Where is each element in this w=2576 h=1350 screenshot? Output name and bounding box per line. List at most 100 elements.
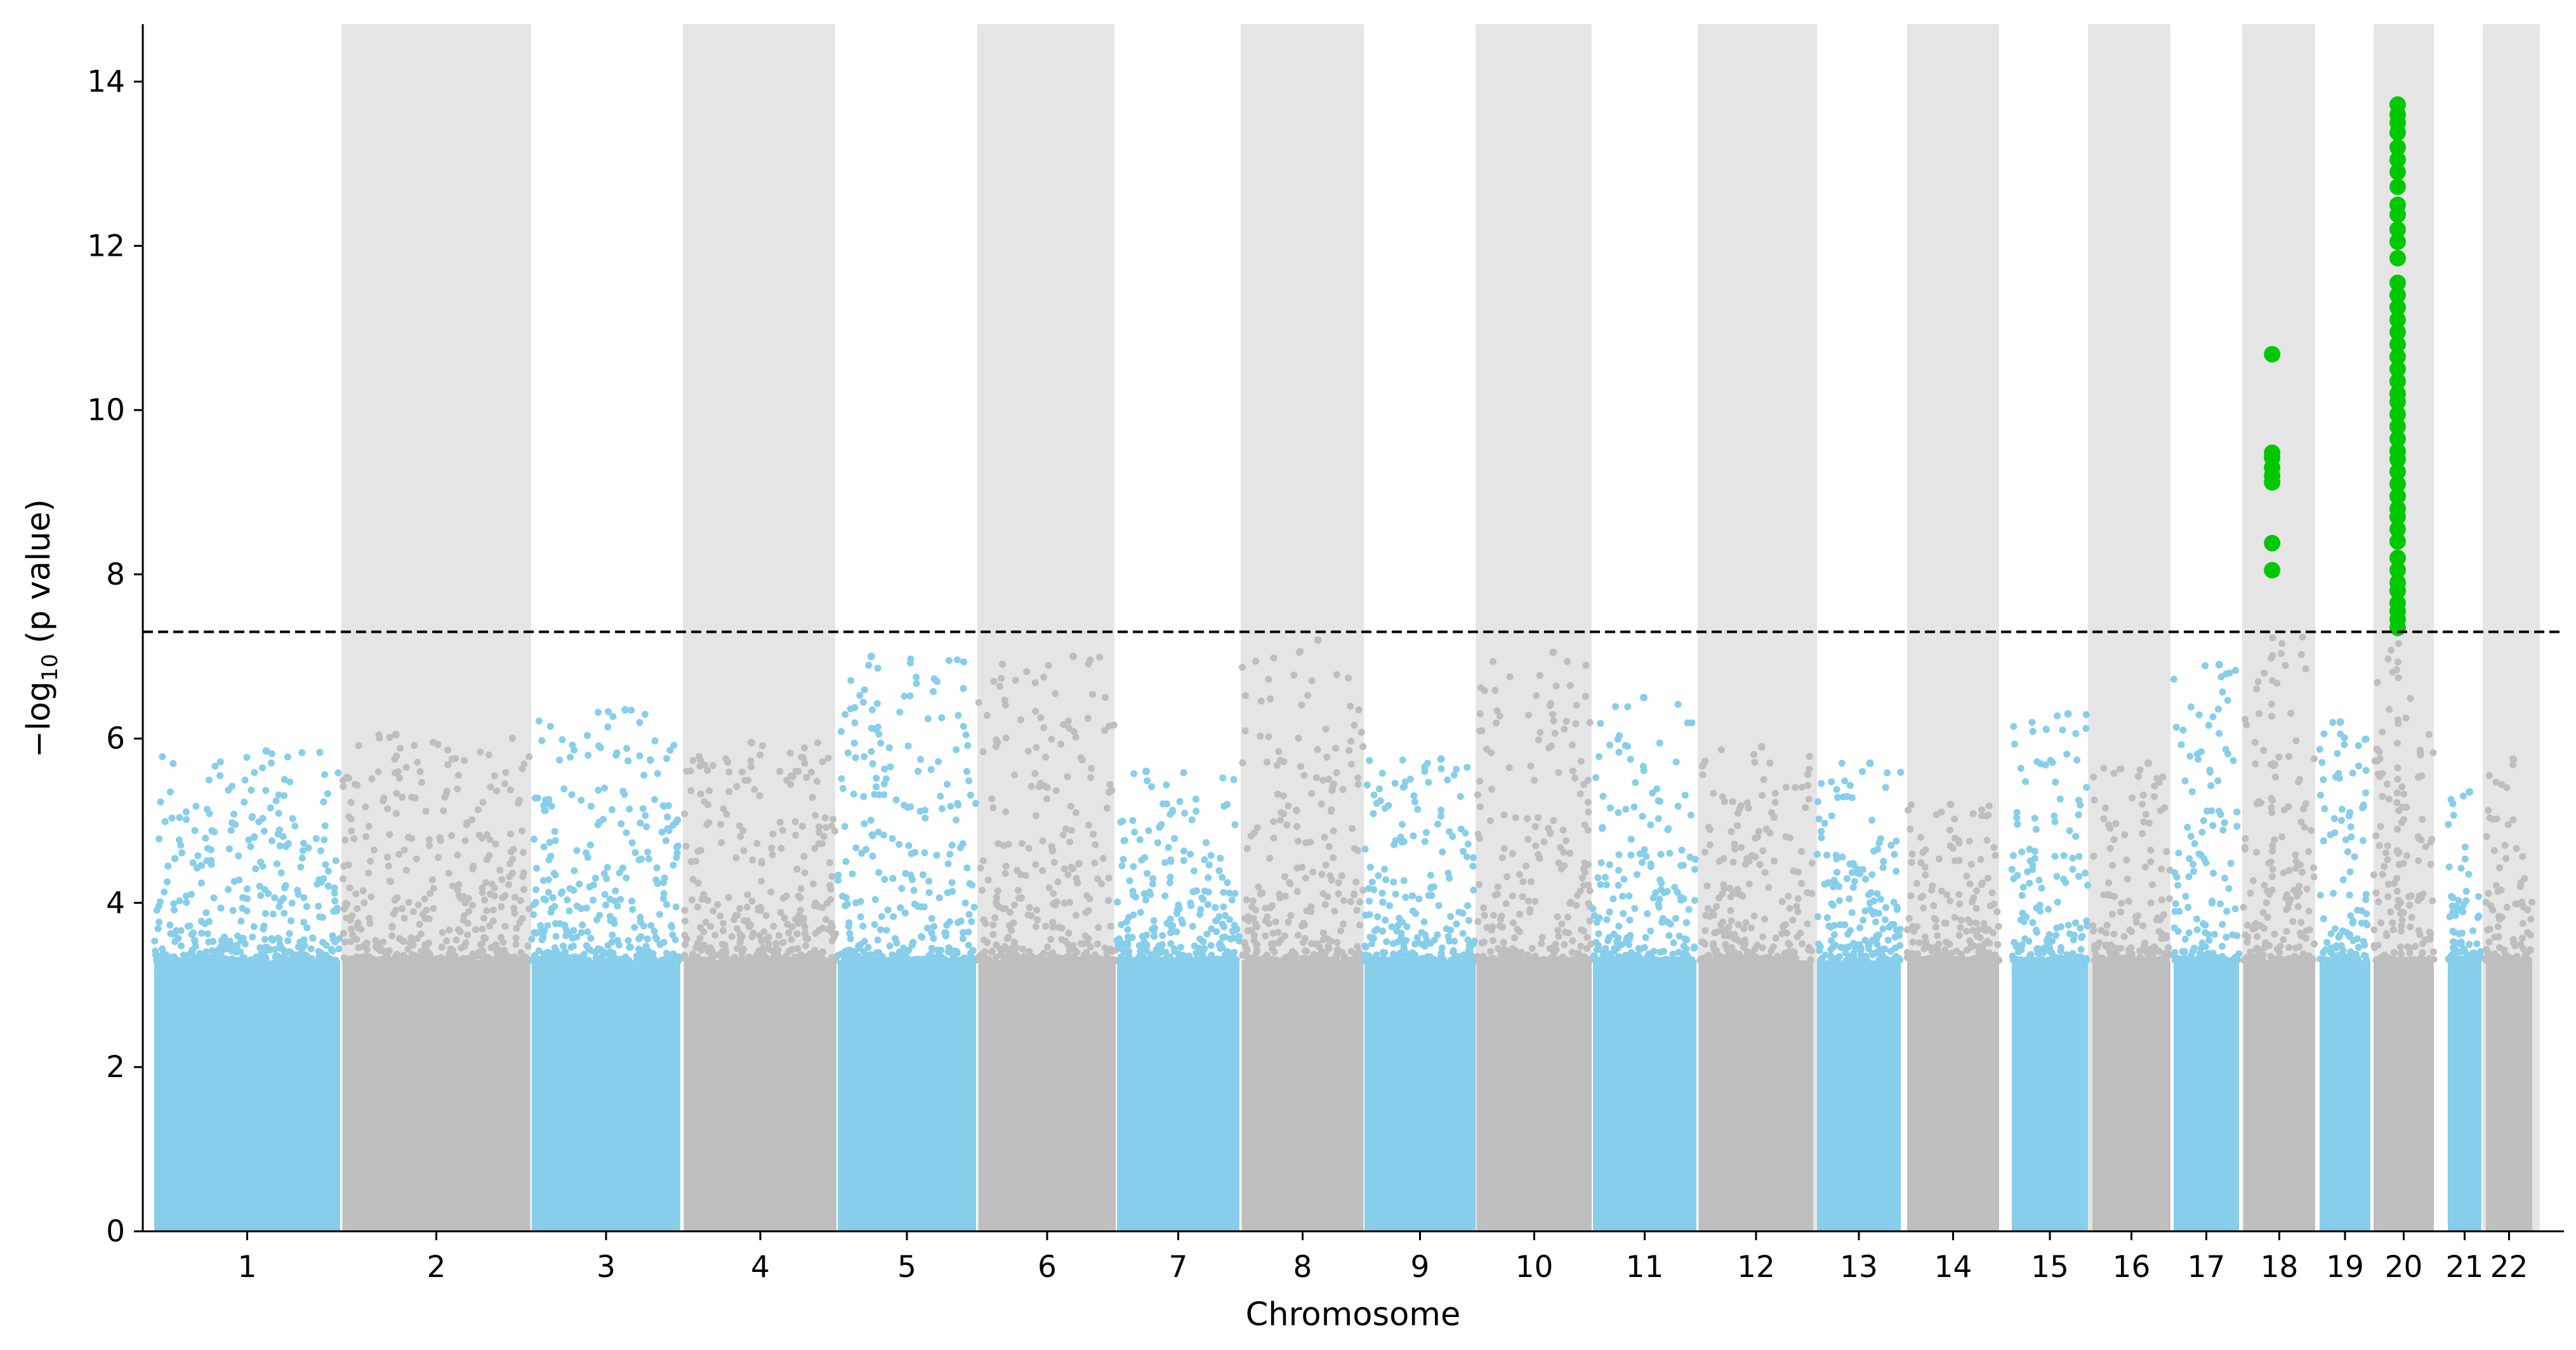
data-point [1239,663,1246,671]
data-point [1905,806,1912,814]
data-point [924,715,932,722]
data-point [1848,909,1856,917]
data-point [1180,769,1187,776]
data-point [846,930,854,937]
data-point [2172,724,2180,731]
data-point [1272,956,1280,964]
data-point [1805,795,1813,803]
data-point [1192,807,1199,815]
data-point [2242,835,2249,842]
data-point [1330,854,1337,861]
data-point [211,762,219,770]
chromosome-8-points [1239,636,1367,1231]
data-point [644,935,651,943]
data-point [1230,776,1238,783]
data-point [1347,898,1354,906]
data-point [2346,868,2354,876]
data-point [1896,942,1904,950]
data-point [1427,939,1434,947]
data-point [935,894,943,901]
data-point [1361,942,1369,950]
data-point [506,860,513,868]
data-point [2112,820,2120,828]
data-point [2355,955,2362,963]
data-point [631,923,638,931]
data-point [1635,944,1642,952]
chromosome-15-points [2008,710,2092,1231]
data-point [2294,955,2302,962]
data-point [1562,956,1569,963]
data-point [1400,838,1408,845]
data-point [1979,947,1987,955]
data-point [257,892,265,899]
data-point [875,791,883,798]
data-point [1562,837,1569,845]
data-point [873,783,880,791]
data-point [1215,913,1223,920]
data-point [2247,889,2254,897]
data-point [1606,804,1614,812]
data-point [674,816,682,824]
data-point [1335,890,1342,897]
data-point [1150,927,1158,935]
data-point [1460,951,1468,958]
data-point [2345,953,2353,960]
data-point [2052,932,2060,939]
data-point [2090,852,2097,860]
chromosome-4-points [681,739,840,1231]
data-point [1279,956,1286,964]
data-point [2149,951,2157,959]
data-point [1205,874,1212,882]
data-point [881,765,888,773]
data-point [960,685,967,692]
data-point [430,904,437,912]
data-point [1586,718,1594,726]
data-point [1060,899,1068,907]
data-point [2295,943,2303,951]
data-point [2060,852,2068,859]
data-point [1569,767,1576,775]
data-point [747,757,755,765]
data-point [849,870,856,878]
data-point [1085,660,1092,668]
data-point [198,862,206,870]
data-point [1067,863,1075,871]
data-point [2176,908,2183,915]
data-point [1748,852,1755,859]
data-point [1096,653,1104,661]
data-point [248,786,255,794]
data-point [322,941,330,949]
data-point [501,892,509,899]
data-point [2195,850,2203,857]
data-point [1319,936,1327,943]
data-point [1486,817,1494,824]
data-point [2029,919,2037,927]
data-point [1615,809,1622,816]
data-point [443,937,450,945]
data-point [732,854,740,861]
data-point [448,832,456,840]
data-point [824,899,831,907]
data-point [1704,956,1712,964]
data-point [372,937,380,944]
data-point [1620,875,1628,883]
data-point [2077,925,2084,932]
data-point [1319,776,1327,784]
data-point [1571,774,1578,782]
data-point [2229,757,2237,764]
data-point [850,790,857,798]
data-point [795,956,803,964]
data-point [640,771,648,779]
data-point [783,776,791,784]
data-point [1157,949,1165,956]
data-point [980,857,987,864]
data-point [2221,875,2229,882]
data-point [273,860,281,868]
data-point [1241,692,1249,699]
data-point [1799,783,1806,791]
points-body [1242,960,1363,1231]
data-point [1957,917,1965,924]
data-point [1722,941,1729,948]
data-point [1133,956,1141,964]
data-point [1333,939,1341,946]
